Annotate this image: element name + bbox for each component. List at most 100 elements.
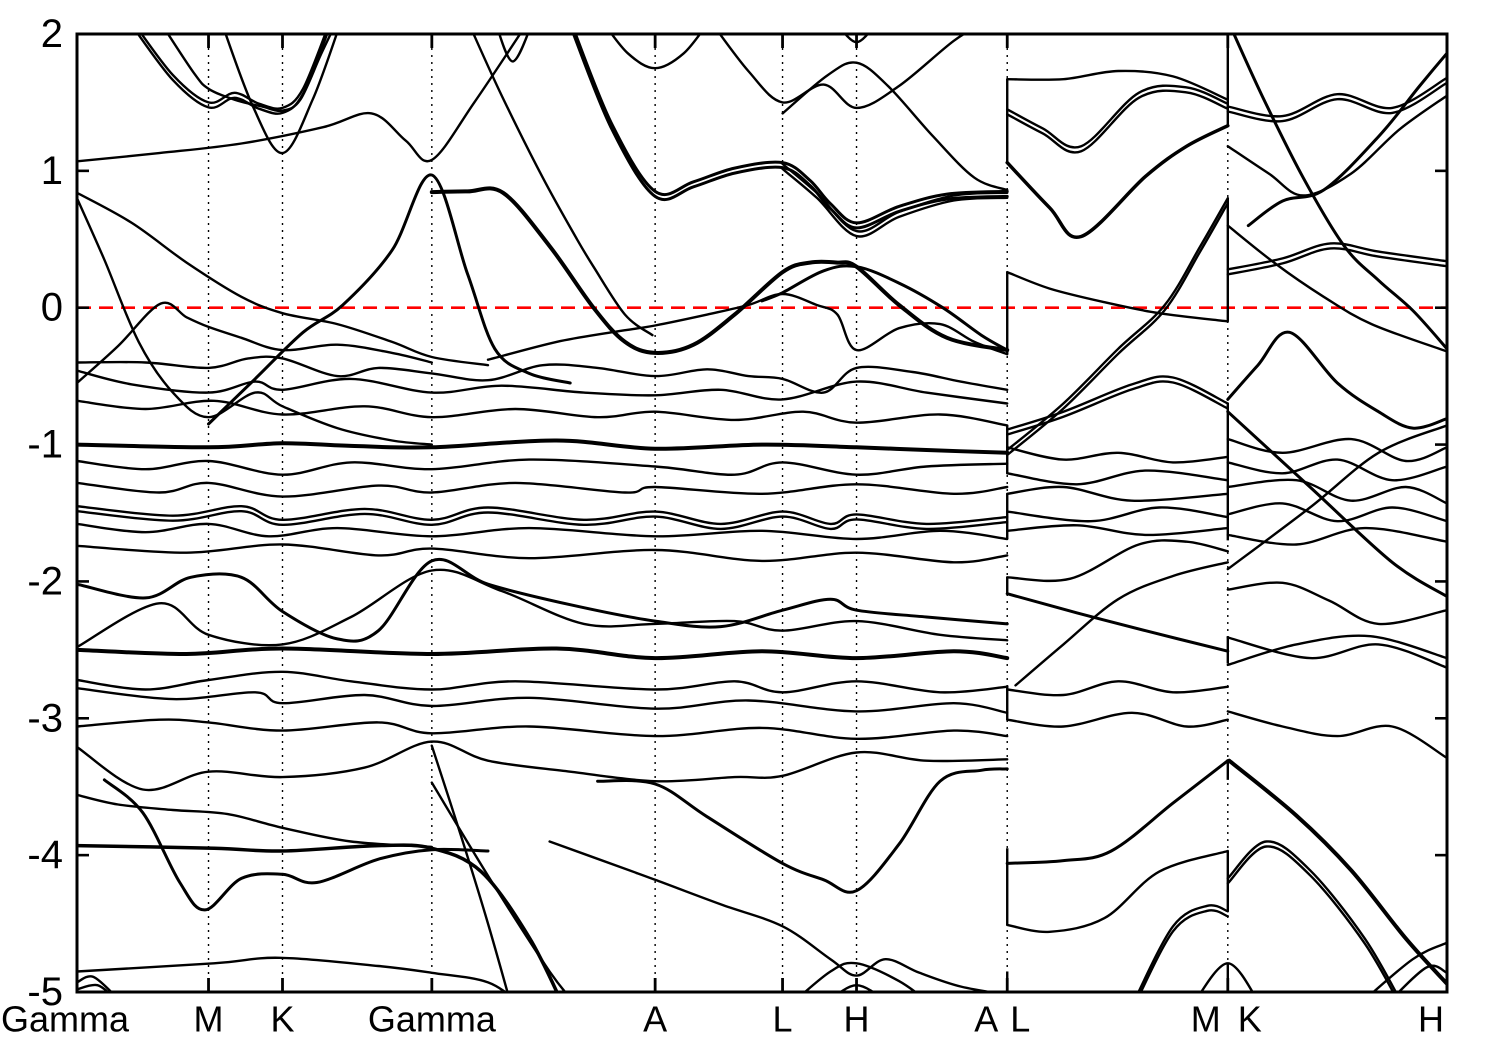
band-curve (77, 568, 1009, 649)
band-curve (140, 34, 327, 110)
band-curve (77, 740, 1009, 792)
k-point-label: H (844, 999, 870, 1040)
band-curve (1226, 224, 1447, 353)
band-curve (573, 34, 1009, 225)
band-curve (1139, 909, 1229, 992)
k-point-label: K (270, 999, 294, 1040)
band-curve (77, 718, 1009, 741)
band-curve (1005, 592, 1230, 653)
band-curve (77, 670, 1009, 694)
band-curve (77, 197, 433, 446)
band-curve (1006, 849, 1229, 934)
band-curve (224, 34, 338, 155)
band-curve (429, 186, 1010, 355)
band-curve (1227, 758, 1447, 986)
plot-frame (75, 32, 1449, 994)
band-curve (1006, 197, 1229, 452)
band-curve (1137, 904, 1229, 992)
band-curve (1226, 330, 1447, 430)
band-curve (1006, 89, 1229, 154)
band-curve (77, 509, 1009, 531)
band-curve (1226, 581, 1447, 626)
k-point-label: M (194, 999, 224, 1040)
band-curve (77, 983, 110, 992)
y-tick-label: -1 (27, 423, 63, 467)
band-curve (1371, 941, 1447, 992)
y-tick-label: -3 (27, 696, 63, 740)
band-curve (77, 369, 1009, 405)
band-curve (1226, 634, 1447, 667)
band-curve (1226, 242, 1447, 271)
band-curve (1226, 458, 1447, 482)
band-curve (77, 438, 1010, 455)
band-curve (803, 961, 918, 992)
y-tick-label: 0 (41, 286, 63, 330)
y-tick-label: -5 (27, 970, 63, 1014)
band-curve (1006, 485, 1229, 503)
plot-border (75, 32, 1449, 994)
band-curve (77, 34, 522, 163)
band-curve (1006, 375, 1229, 431)
k-point-label: A (643, 999, 667, 1040)
band-curve (1226, 710, 1447, 760)
band-curve (77, 975, 113, 992)
band-curve (77, 543, 1009, 564)
band-curve (1226, 247, 1447, 276)
k-point-gridlines (207, 34, 1229, 992)
band-curve (77, 646, 1010, 661)
k-point-label: H (1418, 999, 1444, 1040)
y-tick-label: -2 (27, 559, 63, 603)
band-curve (1226, 94, 1447, 197)
band-curve (548, 840, 998, 992)
band-curve (1246, 51, 1447, 228)
band-curve (781, 162, 1009, 233)
band-curve (1006, 446, 1229, 464)
band-curve (596, 767, 1009, 894)
y-axis-labels: 2 1 0 -1 -2 -3 -4 -5 (27, 12, 63, 1014)
band-curve (77, 191, 490, 367)
axis-ticks (77, 32, 1447, 994)
band-curve (1226, 526, 1447, 546)
band-curve (1006, 84, 1229, 149)
band-curve (77, 956, 508, 992)
band-curve (77, 355, 1009, 394)
k-point-label: Gamma (368, 999, 497, 1040)
band-curve (430, 781, 567, 992)
band-curve (1006, 270, 1229, 323)
y-tick-label: 1 (41, 149, 63, 193)
band-curve (1006, 711, 1229, 728)
band-curve (77, 557, 1009, 643)
panel-boundaries (1006, 34, 1230, 992)
k-point-label: Gamma (1, 999, 130, 1040)
band-curve (77, 481, 1009, 498)
band-curve (1226, 81, 1447, 123)
band-curves (77, 34, 1447, 992)
band-curve (77, 504, 1009, 526)
band-curve (430, 744, 509, 992)
band-curve (77, 458, 1009, 476)
band-curve (77, 301, 433, 385)
band-curve (781, 61, 1009, 192)
band-curve (1006, 680, 1229, 697)
band-curve (166, 34, 332, 113)
k-point-label: L (1010, 999, 1030, 1040)
band-curve (1006, 202, 1229, 457)
band-curve (1226, 437, 1447, 463)
band-curve (1005, 123, 1230, 240)
band-curve (610, 34, 702, 70)
band-curve (1226, 502, 1447, 523)
band-curve (77, 793, 433, 849)
band-curve (760, 264, 1009, 352)
band-curve (1232, 34, 1447, 351)
band-curve (1226, 636, 1447, 669)
band-curve (77, 399, 1009, 427)
k-point-label: M (1191, 999, 1221, 1040)
band-curve (77, 522, 1009, 541)
band-curve (1226, 76, 1447, 118)
k-point-label: K (1238, 999, 1262, 1040)
band-curve (1014, 561, 1229, 687)
band-curve (1005, 759, 1230, 865)
band-curve (1397, 964, 1447, 992)
band-curve (1226, 845, 1395, 992)
